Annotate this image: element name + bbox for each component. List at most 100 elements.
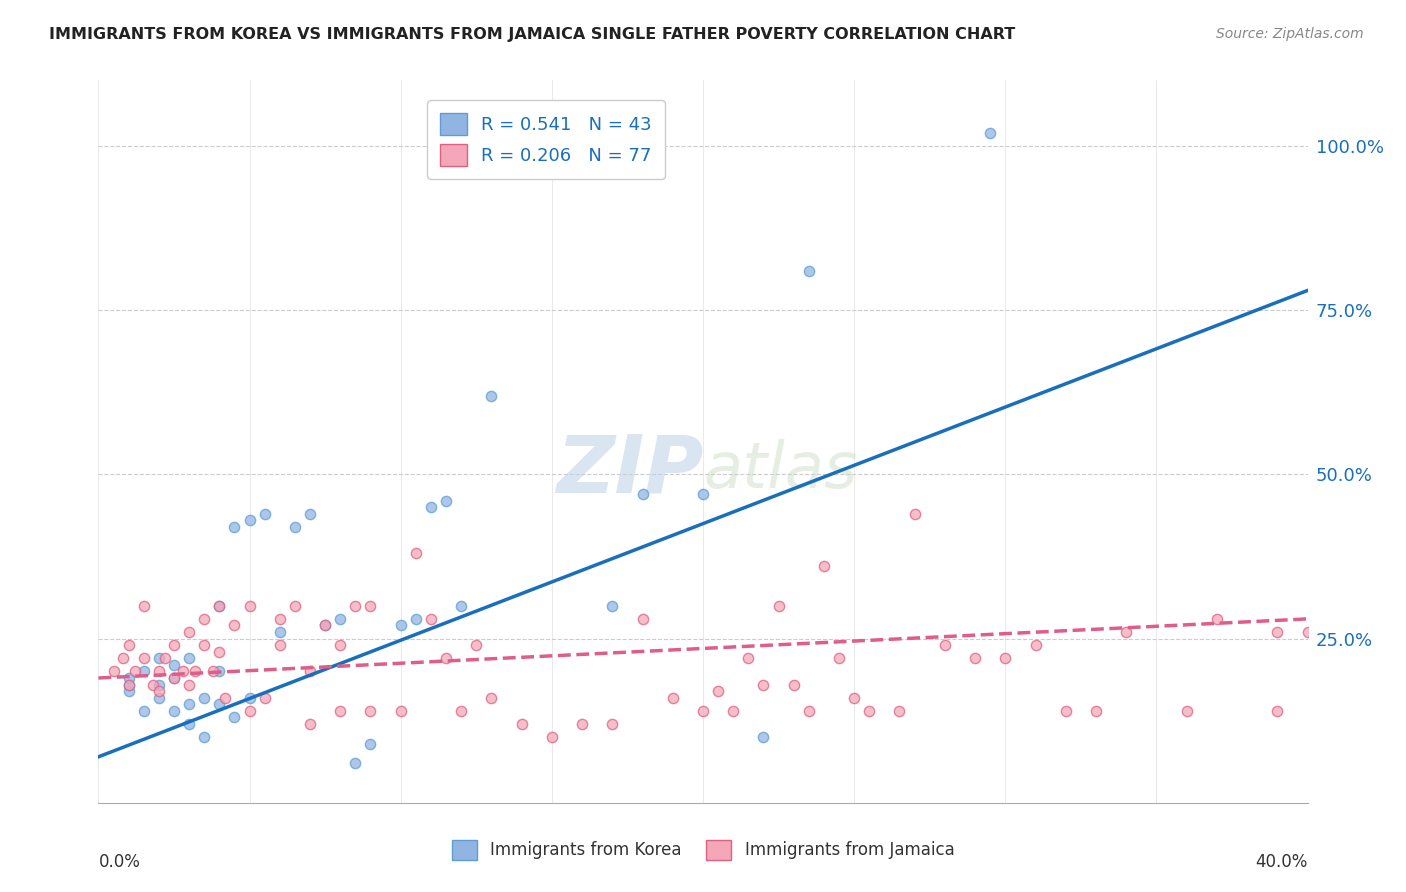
Point [344,599,367,613]
Point [1267,704,1289,718]
Point [979,126,1001,140]
Point [118,677,141,691]
Point [239,599,262,613]
Point [707,684,730,698]
Point [179,625,201,640]
Point [239,704,262,718]
Point [148,665,170,679]
Point [239,690,262,705]
Point [132,651,155,665]
Point [434,651,457,665]
Point [661,690,683,705]
Point [329,638,352,652]
Point [405,612,427,626]
Point [1296,625,1319,640]
Point [1024,638,1046,652]
Point [994,651,1017,665]
Legend: Immigrants from Korea, Immigrants from Jamaica: Immigrants from Korea, Immigrants from J… [444,833,962,867]
Point [434,493,457,508]
Text: atlas: atlas [703,440,858,501]
Point [148,684,170,698]
Point [1085,704,1108,718]
Point [193,612,215,626]
Point [329,704,352,718]
Point [179,677,201,691]
Point [797,704,820,718]
Point [752,677,775,691]
Point [314,618,336,632]
Point [132,704,155,718]
Point [269,638,291,652]
Point [148,651,170,665]
Point [420,500,443,515]
Point [193,730,215,744]
Point [360,737,382,751]
Point [752,730,775,744]
Point [481,388,503,402]
Point [329,612,352,626]
Point [420,612,443,626]
Point [124,665,146,679]
Point [692,487,714,501]
Point [813,559,835,574]
Point [208,645,231,659]
Point [723,704,745,718]
Point [828,651,851,665]
Point [118,684,141,698]
Text: IMMIGRANTS FROM KOREA VS IMMIGRANTS FROM JAMAICA SINGLE FATHER POVERTY CORRELATI: IMMIGRANTS FROM KOREA VS IMMIGRANTS FROM… [49,27,1015,42]
Point [148,677,170,691]
Point [118,638,141,652]
Point [148,690,170,705]
Point [1206,612,1229,626]
Point [481,690,503,705]
Point [1115,625,1137,640]
Point [299,665,322,679]
Point [284,599,307,613]
Point [737,651,759,665]
Point [602,599,624,613]
Point [142,677,165,691]
Point [208,698,231,712]
Point [602,717,624,731]
Point [299,507,322,521]
Point [1267,625,1289,640]
Point [132,599,155,613]
Point [208,599,231,613]
Point [405,546,427,560]
Point [202,665,225,679]
Point [540,730,562,744]
Point [184,665,207,679]
Point [153,651,176,665]
Point [193,690,215,705]
Point [179,651,201,665]
Point [571,717,593,731]
Point [389,618,412,632]
Point [510,717,533,731]
Text: ZIP: ZIP [555,432,703,509]
Point [284,520,307,534]
Point [172,665,194,679]
Point [224,520,246,534]
Point [783,677,806,691]
Point [103,665,125,679]
Text: 0.0%: 0.0% [98,854,141,871]
Point [111,651,134,665]
Point [450,704,472,718]
Point [163,638,186,652]
Point [344,756,367,771]
Text: 40.0%: 40.0% [1256,854,1308,871]
Point [465,638,488,652]
Point [163,657,186,672]
Point [889,704,911,718]
Point [208,665,231,679]
Point [163,704,186,718]
Point [253,507,276,521]
Point [118,677,141,691]
Point [631,612,654,626]
Point [631,487,654,501]
Point [269,612,291,626]
Point [314,618,336,632]
Point [360,599,382,613]
Point [179,698,201,712]
Point [965,651,987,665]
